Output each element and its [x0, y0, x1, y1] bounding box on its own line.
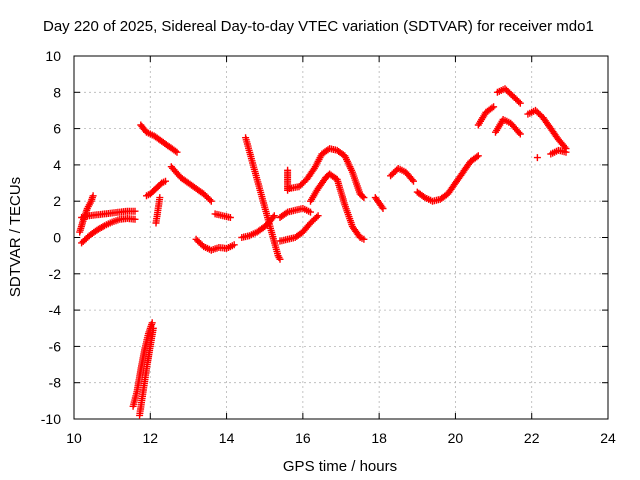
series-deep-dip-b — [136, 324, 157, 419]
series-evening-hump — [387, 165, 417, 185]
data-point — [474, 152, 482, 160]
y-tick-label: -2 — [49, 266, 62, 282]
series-late-mid — [492, 116, 524, 138]
x-tick-label: 12 — [142, 430, 158, 446]
series-late-peak — [493, 85, 524, 107]
y-tick-label: 2 — [53, 193, 61, 209]
series-night-valley — [413, 152, 482, 205]
data-point — [156, 194, 164, 202]
data-point — [359, 192, 367, 200]
data-point — [284, 166, 292, 174]
data-point — [230, 241, 238, 249]
series-evening-small — [371, 194, 387, 212]
y-tick-label: 10 — [45, 48, 61, 64]
data-point — [562, 148, 570, 156]
data-point — [473, 153, 481, 161]
data-point — [379, 205, 387, 212]
data-points — [76, 85, 570, 419]
data-point — [131, 215, 139, 223]
data-point — [207, 197, 215, 205]
series-late-bottom — [547, 146, 570, 158]
data-point — [162, 177, 169, 185]
series-mid-decline — [167, 163, 215, 205]
data-point — [89, 192, 97, 200]
data-point — [314, 212, 322, 220]
y-tick-label: -8 — [49, 375, 62, 391]
data-point — [378, 203, 386, 211]
y-tick-label: 0 — [53, 230, 61, 246]
x-tick-label: 10 — [66, 430, 82, 446]
x-tick-label: 16 — [295, 430, 311, 446]
data-point — [173, 148, 181, 156]
data-point — [360, 235, 368, 243]
series-peak-lower — [307, 170, 368, 243]
series-low-trough — [192, 235, 238, 254]
data-point — [226, 214, 234, 221]
data-point — [270, 212, 278, 220]
data-point — [515, 98, 523, 106]
series-late-tail — [524, 106, 570, 153]
data-point — [276, 255, 284, 263]
data-point — [410, 177, 417, 185]
data-point — [282, 209, 290, 217]
series-late-step — [474, 103, 498, 129]
series-stray-b — [211, 210, 234, 221]
data-point — [307, 208, 314, 216]
series-afternoon-mid — [276, 205, 314, 221]
data-point — [149, 324, 157, 332]
y-axis-title: SDTVAR / TECUs — [7, 177, 24, 297]
data-point — [488, 104, 496, 112]
y-tick-label: 4 — [53, 157, 61, 173]
y-tick-label: 8 — [53, 84, 61, 100]
y-tick-labels: -10 -8 -6 -4 -2 0 2 4 6 8 10 — [41, 48, 61, 427]
y-tick-label: 6 — [53, 121, 61, 137]
data-point — [206, 196, 214, 204]
data-point — [360, 194, 368, 202]
x-axis-title: GPS time / hours — [283, 458, 397, 475]
x-tick-labels: 10 12 14 16 18 20 22 24 — [66, 430, 616, 446]
data-point — [408, 176, 416, 184]
series-early-band-bottom — [78, 214, 139, 247]
data-point — [515, 129, 523, 136]
series-post-dip-up — [143, 177, 169, 200]
series-deep-dip-a — [129, 319, 156, 410]
series-early-band-top — [78, 207, 139, 221]
x-tick-label: 18 — [371, 430, 387, 446]
data-point — [516, 130, 524, 138]
data-point — [172, 147, 179, 155]
y-tick-label: -6 — [49, 338, 62, 354]
data-point — [313, 213, 321, 221]
series-afternoon-lower — [276, 212, 322, 245]
y-tick-label: -4 — [49, 302, 62, 318]
data-point — [516, 99, 524, 107]
x-tick-label: 24 — [600, 430, 616, 446]
data-point — [131, 207, 139, 215]
x-tick-label: 20 — [448, 430, 464, 446]
x-tick-label: 14 — [219, 430, 235, 446]
x-tick-label: 22 — [524, 430, 540, 446]
y-tick-label: -10 — [41, 411, 61, 427]
chart-title: Day 220 of 2025, Sidereal Day-to-day VTE… — [43, 18, 594, 35]
axis-ticks — [73, 55, 609, 420]
series-late-stray — [533, 154, 541, 162]
data-point — [490, 103, 498, 111]
series-peak-upper — [286, 145, 368, 202]
data-point — [148, 319, 156, 327]
series-stray-a — [152, 194, 164, 227]
series-high-decline — [137, 121, 181, 156]
grid-lines — [74, 56, 608, 419]
data-point — [533, 154, 541, 162]
series-stray-c — [242, 134, 284, 263]
